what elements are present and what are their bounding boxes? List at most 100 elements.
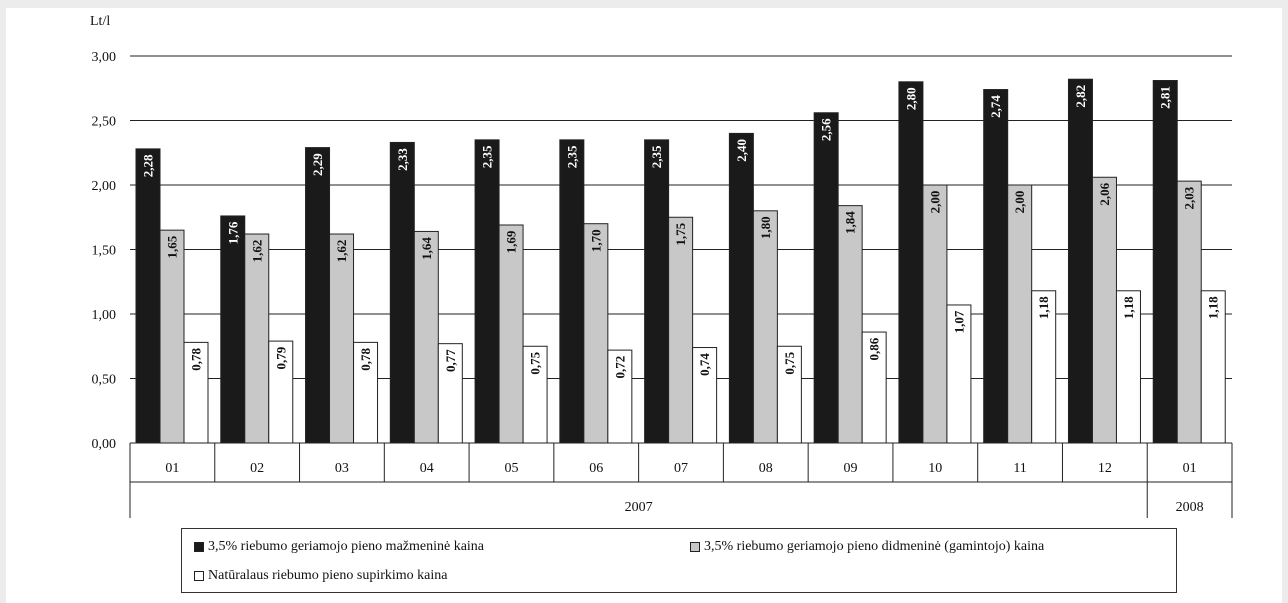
bar-value-label: 1,65 [165,235,180,258]
bar-value-label: 0,75 [528,351,543,374]
x-tick-label: 07 [674,461,688,476]
y-tick-label: 1,00 [92,308,117,323]
bar [389,141,415,444]
bar-value-label: 2,00 [927,191,942,214]
bar-value-label: 0,75 [782,351,797,374]
bar [644,139,670,444]
bar [159,229,185,444]
x-tick-label: 09 [844,461,858,476]
y-tick-label: 2,00 [92,179,117,194]
bar-value-label: 2,28 [141,154,156,177]
bar [437,343,463,444]
bar-value-label: 1,18 [1206,296,1221,319]
year-label: 2008 [1176,500,1204,515]
bar [1152,80,1178,444]
y-axis-label: Lt/l [90,14,110,29]
bar-value-label: 2,80 [903,87,918,110]
legend-swatch-retail [194,542,204,552]
x-tick-label: 10 [928,461,942,476]
legend-label-retail: 3,5% riebumo geriamojo pieno mažmeninė k… [208,539,485,554]
x-tick-label: 05 [504,461,518,476]
bar-value-label: 1,84 [843,211,858,234]
bar [668,216,694,444]
y-tick-label: 0,00 [92,437,117,452]
bar [837,205,863,444]
bar-value-label: 0,78 [189,348,204,371]
bar-value-label: 1,76 [225,221,240,244]
bar-value-label: 1,18 [1121,296,1136,319]
legend-item-purchase: Natūralaus riebumo pieno supirkimo kaina [194,568,448,584]
legend-item-wholesale: 3,5% riebumo geriamojo pieno didmeninė (… [690,539,1044,555]
bar [1200,290,1226,444]
bar [1067,78,1093,444]
bar-value-label: 2,33 [395,148,410,171]
legend-item-retail: 3,5% riebumo geriamojo pieno mažmeninė k… [194,539,484,555]
bar-value-label: 2,29 [310,153,325,176]
bar-value-label: 0,77 [443,349,458,372]
x-tick-label: 08 [759,461,773,476]
bar-value-label: 1,18 [1036,296,1051,319]
bar-value-label: 1,64 [419,237,434,260]
bar-value-label: 1,70 [588,229,603,252]
bar [728,132,754,444]
legend-swatch-wholesale [690,542,700,552]
bar-value-label: 2,81 [1158,86,1173,109]
bar [583,223,609,444]
bar [305,147,331,444]
y-tick-label: 2,50 [92,115,117,130]
bar [946,304,972,444]
bar [1115,290,1141,444]
bar [183,341,209,444]
x-tick-label: 01 [165,461,179,476]
bar [244,233,270,444]
bar-value-label: 2,00 [1012,191,1027,214]
bar [268,340,294,444]
legend-label-purchase: Natūralaus riebumo pieno supirkimo kaina [208,568,448,583]
bar-value-label: 2,40 [734,139,749,162]
x-tick-label: 11 [1013,461,1026,476]
x-tick-label: 01 [1183,461,1197,476]
y-tick-label: 1,50 [92,244,117,259]
y-tick-label: 0,50 [92,373,117,388]
bar [498,224,524,444]
bar-value-label: 0,79 [273,346,288,369]
bar-value-label: 1,62 [249,240,264,263]
bar-value-label: 0,72 [612,356,627,379]
bar [220,215,246,444]
x-tick-label: 06 [589,461,603,476]
bar [692,347,718,444]
bar [752,210,778,444]
x-tick-label: 02 [250,461,264,476]
bar-value-label: 1,69 [504,230,519,253]
bar-value-label: 0,78 [358,348,373,371]
bar-value-label: 2,74 [988,95,1003,118]
bar-value-label: 2,56 [819,118,834,141]
x-tick-label: 12 [1098,461,1112,476]
bar [135,148,161,444]
bar [559,139,585,444]
bar-value-label: 2,35 [480,145,495,168]
bar-value-label: 2,35 [649,145,664,168]
bar-value-label: 2,82 [1073,85,1088,108]
bar-value-label: 2,35 [564,145,579,168]
legend-label-wholesale: 3,5% riebumo geriamojo pieno didmeninė (… [704,539,1045,554]
bar-value-label: 1,62 [334,240,349,263]
bar [922,184,948,444]
bar-value-label: 1,75 [673,222,688,245]
bar [607,349,633,444]
bar-value-label: 0,86 [867,337,882,360]
x-tick-label: 04 [420,461,434,476]
y-tick-label: 3,00 [92,50,117,65]
bar [413,230,439,444]
chart-legend: 3,5% riebumo geriamojo pieno mažmeninė k… [181,528,1177,593]
bar-value-label: 0,74 [697,353,712,376]
bar [898,81,924,444]
bar-value-label: 2,03 [1182,186,1197,209]
bar [329,233,355,444]
bar-value-label: 1,07 [951,310,966,333]
bar [1176,180,1202,444]
bar-value-label: 2,06 [1097,182,1112,205]
legend-swatch-purchase [194,571,204,581]
year-label: 2007 [625,500,653,515]
